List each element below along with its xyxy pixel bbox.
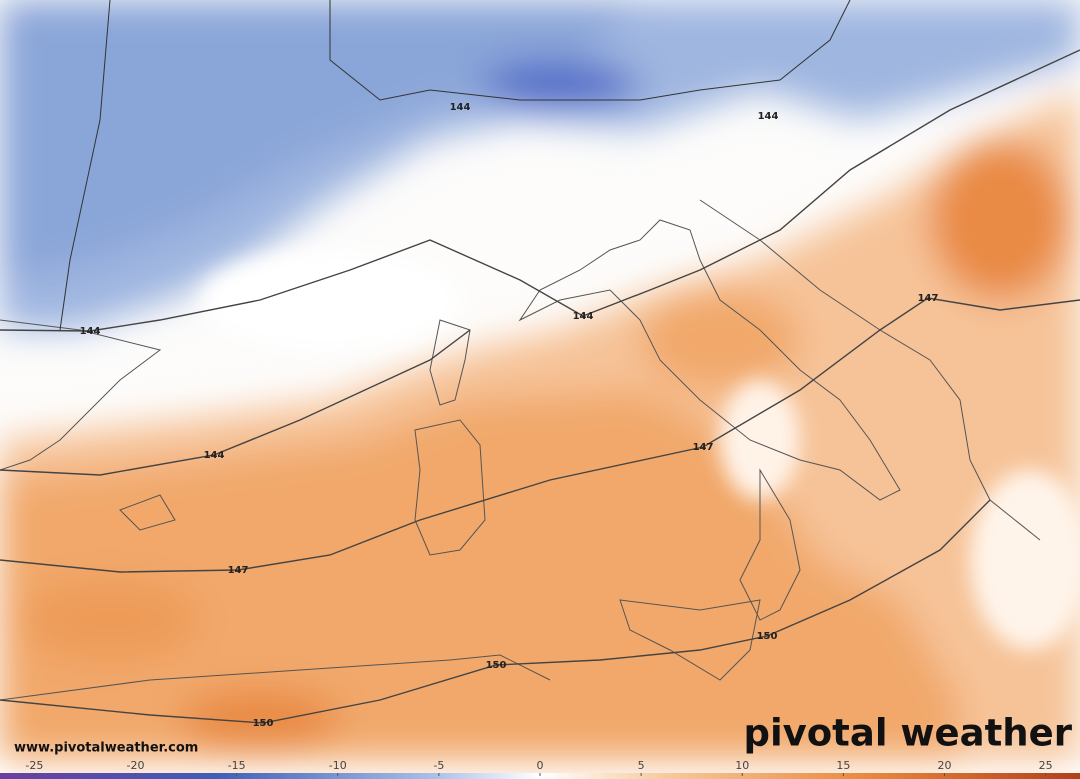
contour-label: 150 xyxy=(486,660,507,671)
logo: pivotal weather xyxy=(743,712,1072,755)
colorbar-tick-label: -15 xyxy=(228,759,246,772)
colorbar-tick-label: 25 xyxy=(1039,759,1053,772)
contours xyxy=(0,49,1080,724)
borders xyxy=(0,0,1041,701)
colorbar-tick-label: -25 xyxy=(25,759,43,772)
contour-label: 144 xyxy=(758,111,779,122)
contour-label: 147 xyxy=(918,293,939,304)
contour-label: 144 xyxy=(573,311,594,322)
watermark: www.pivotalweather.com xyxy=(14,741,198,756)
temperature-field xyxy=(0,0,1080,760)
colorbar-tick-label: 10 xyxy=(735,759,749,772)
contour-label: 144 xyxy=(204,450,225,461)
colorbar-tick-label: 15 xyxy=(836,759,850,772)
contour-label: 144 xyxy=(450,102,471,113)
colorbar-tick-label: -10 xyxy=(329,759,347,772)
contour-label: 144 xyxy=(80,326,101,337)
contour-labels: 144 144 144 144 144 147 147 147 150 150 150 xyxy=(80,102,939,729)
contour-label: 147 xyxy=(228,565,249,576)
colorbar-tick-label: 5 xyxy=(638,759,645,772)
contour-label: 150 xyxy=(757,631,778,642)
colorbar-tick-label: 20 xyxy=(937,759,951,772)
colorbar-ticks: -25 -20 -15 -10 -5 0 5 10 15 20 25 xyxy=(25,759,1053,776)
contour-label: 147 xyxy=(693,442,714,453)
colorbar-tick-label: -20 xyxy=(127,759,145,772)
colorbar-tick-label: -5 xyxy=(433,759,444,772)
colorbar-tick-label: 0 xyxy=(537,759,544,772)
contour-label: 150 xyxy=(253,718,274,729)
